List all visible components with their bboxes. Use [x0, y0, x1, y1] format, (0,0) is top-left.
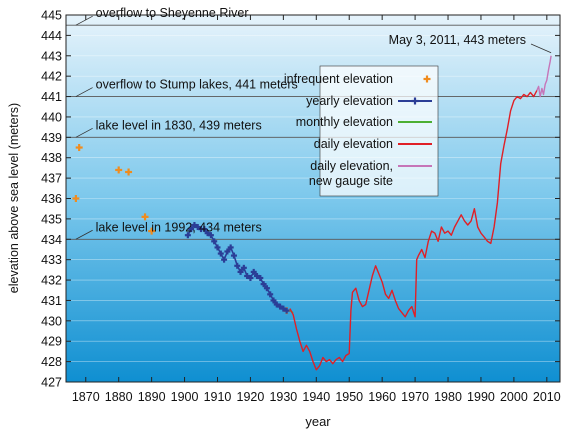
legend: infrequent elevation yearly elevation mont…	[284, 65, 439, 197]
y-tick-label: 431	[41, 294, 62, 308]
legend-box	[319, 65, 439, 197]
x-tick-label: 1880	[105, 390, 133, 404]
reference-leader-line	[75, 87, 93, 97]
legend-label: monthly elevation	[296, 115, 393, 129]
y-tick-label: 439	[41, 131, 62, 145]
annotation: May 3, 2011, 443 meters	[389, 33, 552, 54]
y-tick-label: 429	[41, 335, 62, 349]
legend-label: infrequent elevation	[284, 72, 393, 86]
y-tick-label: 441	[41, 90, 62, 104]
x-tick-label: 1910	[204, 390, 232, 404]
series-line	[289, 90, 538, 371]
reference-line-label: overflow to Stump lakes, 441 meters	[96, 78, 298, 92]
legend-label: yearly elevation	[306, 94, 393, 108]
x-tick-label: 1970	[401, 390, 429, 404]
y-tick-label: 435	[41, 212, 62, 226]
x-tick-label: 1900	[171, 390, 199, 404]
reference-leader-line	[75, 15, 93, 26]
x-tick-label: 1920	[237, 390, 265, 404]
y-tick-label: 433	[41, 253, 62, 267]
x-tick-label: 2010	[533, 390, 561, 404]
y-tick-label: 430	[41, 314, 62, 328]
x-tick-label: 1950	[335, 390, 363, 404]
reference-leader-line	[75, 127, 93, 138]
y-tick-label: 438	[41, 151, 62, 165]
y-tick-label: 443	[41, 49, 62, 63]
y-tick-label: 440	[41, 110, 62, 124]
x-tick-label: 1940	[302, 390, 330, 404]
reference-line-labels: overflow to Sheyenne River overflow to St…	[75, 6, 298, 240]
y-axis-title: elevation above sea level (meters)	[7, 103, 21, 293]
y-tick-label: 434	[41, 233, 62, 247]
x-tick-label: 1890	[138, 390, 166, 404]
reference-lines	[66, 24, 560, 240]
reference-line-label: lake level in 1992, 434 meters	[96, 220, 262, 234]
x-tick-label: 1980	[434, 390, 462, 404]
y-tick-label: 437	[41, 172, 62, 186]
y-tick-label: 432	[41, 274, 62, 288]
y-tick-label: 428	[41, 355, 62, 369]
data-series	[72, 55, 552, 371]
reference-leader-line	[75, 229, 93, 240]
annotation-label: May 3, 2011, 443 meters	[389, 33, 526, 47]
x-tick-label: 1990	[467, 390, 495, 404]
legend-label: daily elevation, new gauge site	[309, 159, 393, 188]
y-tick-label: 442	[41, 70, 62, 84]
series-line	[536, 55, 552, 98]
x-tick-label: 1960	[368, 390, 396, 404]
y-tick-label: 445	[41, 9, 62, 23]
axis-ticks: 427 428 429 430 431 432 433 434 435 436 437 438 439 4…	[41, 9, 561, 405]
reference-line-label: lake level in 1830, 439 meters	[96, 118, 262, 132]
y-tick-label: 427	[41, 376, 62, 390]
x-tick-label: 2000	[500, 390, 528, 404]
y-tick-label: 436	[41, 192, 62, 206]
x-tick-label: 1930	[269, 390, 297, 404]
y-tick-label: 444	[41, 29, 62, 43]
reference-line-label: overflow to Sheyenne River	[96, 6, 249, 20]
legend-label: daily elevation	[314, 137, 393, 151]
x-tick-label: 1870	[72, 390, 100, 404]
x-axis-title: year	[305, 414, 331, 429]
annotation-leader-line	[530, 43, 552, 54]
